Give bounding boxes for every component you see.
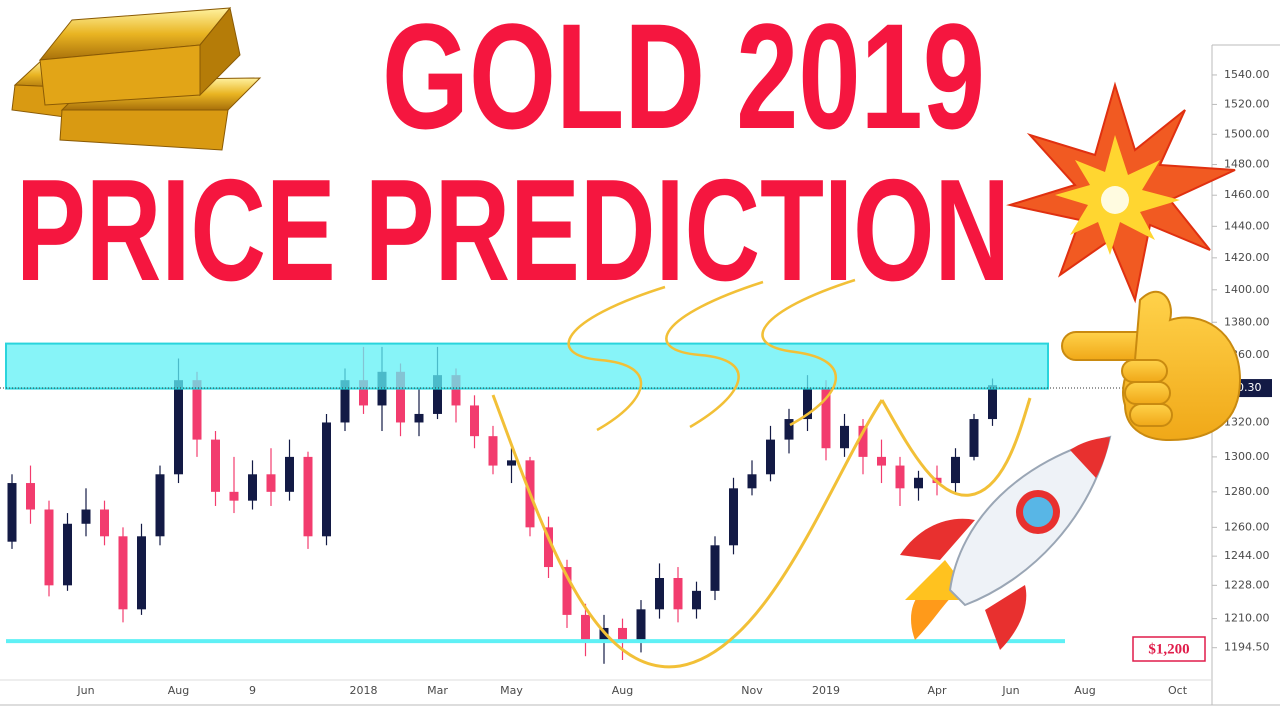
x-tick-label: Nov [741,684,763,697]
handle-curve [880,397,1032,497]
y-tick-label: 1440.00 [1224,219,1270,232]
rocket-icon [900,435,1112,650]
x-tick-label: Jun [1001,684,1019,697]
candle-body [433,375,442,414]
y-tick-label: 1380.00 [1224,315,1270,328]
candle-body [396,371,405,423]
y-tick-label: 1500.00 [1224,127,1270,140]
title: GOLD 2019 [382,0,985,160]
x-tick-label: Aug [1074,684,1095,697]
x-tick-label: 9 [249,684,256,697]
y-tick-label: 1280.00 [1224,485,1270,498]
y-tick-label: 1480.00 [1224,158,1270,171]
squiggle [761,278,856,427]
candle-body [451,375,461,406]
decorations [11,6,1242,669]
candle-body [507,460,516,466]
squiggle [665,280,764,429]
candle-body [747,474,757,489]
candle-body [729,488,738,546]
candle-body [710,545,720,591]
y-tick-label: 1300.00 [1224,450,1270,463]
candle-body [7,483,17,542]
candle-body [285,456,294,492]
candle-body [969,419,979,457]
x-tick-label: Oct [1168,684,1188,697]
candle-body [988,385,997,420]
candle-body [655,578,664,610]
candle-body [359,380,368,406]
x-tick-label: Mar [427,684,448,697]
candle-body [562,567,572,615]
candle-body [784,419,794,440]
x-tick-label: Aug [168,684,189,697]
y-tick-label: 1210.00 [1224,612,1270,625]
candle-body [340,380,350,423]
candle-body [266,474,276,492]
candle-body [951,456,960,484]
candle-body [914,477,923,489]
candle-body [803,388,812,420]
y-tick-label: 1320.00 [1224,415,1270,428]
y-tick-label: 1228.00 [1224,578,1270,591]
explosion-center [1101,186,1129,214]
gold-bars-icon [11,6,262,151]
squiggle [567,285,666,432]
x-tick-label: May [500,684,523,697]
cup-curve [491,394,884,669]
x-tick-label: 2018 [350,684,378,697]
candle-body [63,523,72,586]
y-tick-label: 1420.00 [1224,251,1270,264]
candle-body [118,536,128,610]
plot-area [0,342,1212,664]
candle-body [544,527,553,568]
subtitle: PRICE PREDICTION [16,149,1010,311]
resistance-zone [5,342,1049,390]
candle-body [618,627,627,643]
candle-body [414,413,424,423]
candle-body [488,436,498,466]
candle-body [26,483,35,510]
y-tick-label: 1194.50 [1224,641,1270,654]
candle-body [100,509,109,537]
y-tick-label: 1244.00 [1224,549,1270,562]
x-tick-label: Jun [76,684,94,697]
candle-body [599,627,609,642]
candle-body [211,439,220,492]
candle-body [81,509,91,524]
candle-body [877,456,886,466]
candle-body [44,509,54,586]
x-tick-label: Aug [612,684,633,697]
x-tick-label: Apr [927,684,947,697]
candle-body [636,609,646,643]
x-tick-label: 2019 [812,684,840,697]
candle-body [840,425,849,449]
candle-body [673,578,683,610]
y-tick-label: 1260.00 [1224,520,1270,533]
candle-body [322,422,331,537]
candle-body [895,465,905,489]
candle-body [858,425,868,457]
candle-body [155,474,165,537]
annotation-box [1132,636,1206,662]
candle-body [470,405,479,437]
candle-body [137,536,146,610]
annotation: $1,200 [1148,641,1189,657]
y-tick-label: 1540.00 [1224,68,1270,81]
candle-body [192,380,202,440]
y-tick-label: 1400.00 [1224,283,1270,296]
candle-body [303,456,313,537]
candle-body [248,474,257,501]
y-tick-label: 1520.00 [1224,97,1270,110]
candle-body [766,439,775,475]
y-tick-label: 1460.00 [1224,188,1270,201]
candle-body [581,614,590,642]
candle-body [692,590,701,610]
candle-body [174,380,183,475]
candle-body [229,491,239,501]
candle-body [821,388,831,449]
pointing-hand-icon [1061,290,1242,442]
